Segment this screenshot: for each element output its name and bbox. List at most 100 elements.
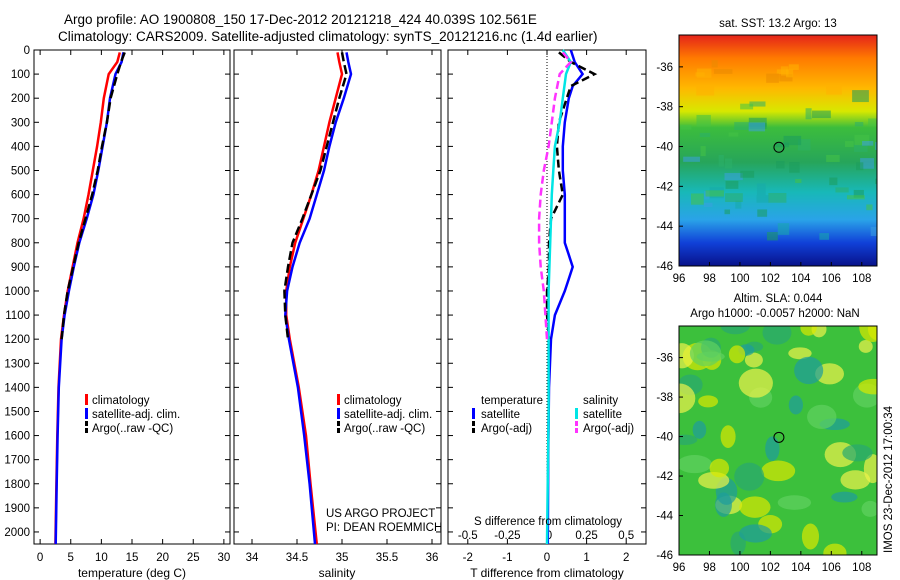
sst-pixel (756, 183, 766, 196)
x-tick-label: 34 (246, 552, 259, 564)
sst-pixel (854, 134, 870, 146)
sla-eddy (777, 495, 812, 510)
legend-swatch-satellite (337, 408, 340, 419)
salinity-profiles (283, 52, 353, 545)
legend-swatch-climatology (85, 394, 88, 405)
sla-eddy (679, 343, 694, 369)
sla-eddy (807, 404, 837, 429)
y-tick-label: 1300 (4, 358, 30, 370)
legend-swatch-argo-2 (337, 428, 340, 433)
map-x-tick-label: 104 (791, 562, 811, 574)
sst-map-title: sat. SST: 13.2 Argo: 13 (719, 18, 837, 30)
x-tick-label: -1 (502, 552, 512, 564)
sla-eddy (738, 368, 773, 398)
salinity-x-label: salinity (319, 566, 356, 580)
x-tick-label: 10 (95, 552, 108, 564)
legend-label-satellite: satellite-adj. clim. (92, 409, 180, 421)
x-tick-label: 0 (37, 552, 43, 564)
sst-pixel (740, 170, 755, 178)
sla-map: Altim. SLA: 0.044 Argo h1000: -0.0057 h2… (656, 293, 878, 574)
sst-pixel (854, 144, 868, 152)
y-tick-label: 700 (11, 214, 30, 226)
sla-eddy (696, 351, 725, 362)
temperature-legend: climatology satellite-adj. clim. Argo(..… (85, 394, 180, 435)
sla-eddy (679, 434, 698, 445)
map-x-tick-label: 100 (730, 562, 749, 574)
sst-pixel (748, 122, 766, 132)
y-tick-label: 1700 (4, 455, 30, 467)
x-tick-label: -2 (463, 552, 473, 564)
y-tick-label: 500 (11, 165, 30, 177)
sla-eddy (728, 345, 746, 364)
y-tick-label: 1500 (4, 406, 30, 418)
sst-pixel (846, 195, 865, 200)
top-x-tick-label: -0.5 (458, 530, 478, 542)
y-tick-label: 1200 (4, 334, 30, 346)
sla-eddy (859, 326, 877, 342)
sla-eddy (831, 491, 858, 503)
s-difference-label: S difference from climatology (474, 516, 622, 528)
sla-eddy (709, 458, 730, 478)
legend-group-salinity: salinity (583, 395, 618, 407)
legend-swatch-argo-1 (85, 421, 88, 426)
sst-map-axes: 96 98 100 102 104 106 108 -36 -38 -40 -42 -44 -46 (656, 62, 871, 285)
legend-group-temperature: temperature (481, 395, 543, 407)
map-y-tick-label: -36 (656, 353, 673, 365)
sst-pixel (725, 193, 743, 202)
sst-pixel (856, 162, 864, 171)
sst-pixel (788, 64, 799, 71)
legend-label-climatology: climatology (92, 395, 150, 407)
y-tick-label: 0 (24, 45, 30, 57)
sst-pixel (875, 178, 877, 184)
difference-depth-ticks (448, 49, 646, 533)
sst-pixel (735, 200, 742, 209)
sst-pixel (795, 178, 802, 183)
temperature-x-label: temperature (deg C) (78, 566, 186, 580)
sst-pixel (768, 192, 787, 203)
sst-pixel (699, 132, 711, 138)
series-line-temperature-satellite (546, 49, 585, 545)
sla-argo-location-marker (773, 431, 785, 443)
sst-pixel (696, 85, 715, 96)
map-x-tick-label: 108 (852, 273, 871, 285)
sst-pixel (734, 122, 750, 131)
sst-pixel (868, 118, 877, 126)
sla-texture (679, 326, 877, 555)
temperature-profiles (54, 51, 126, 545)
map-y-tick-label: -36 (656, 62, 673, 74)
sla-eddy (761, 460, 796, 482)
sst-pixel (700, 146, 706, 157)
sla-eddy (679, 383, 696, 414)
sst-pixel (780, 66, 789, 76)
sst-pixel (776, 160, 785, 169)
sst-pixel (725, 158, 733, 169)
salinity-depth-ticks (234, 49, 441, 533)
series-line-salinity-argo (537, 51, 573, 340)
x-tick-label: 20 (156, 552, 169, 564)
sst-pixel (740, 103, 754, 110)
sst-pixel (835, 187, 849, 193)
y-tick-label: 200 (11, 93, 30, 105)
map-x-tick-label: 102 (761, 273, 780, 285)
sst-pixel (724, 209, 731, 215)
sla-eddy (744, 352, 763, 368)
legend-label-satellite: satellite-adj. clim. (344, 409, 432, 421)
sla-eddy (840, 470, 871, 490)
sst-pixel (819, 233, 830, 240)
sla-eddy (861, 500, 877, 517)
sst-texture (680, 60, 877, 241)
map-y-tick-label: -38 (656, 102, 673, 114)
map-y-tick-label: -40 (656, 142, 673, 154)
sst-pixel (718, 154, 724, 167)
series-line-salinity-satellite (545, 49, 573, 545)
map-y-tick-label: -42 (656, 181, 673, 193)
sst-pixel (785, 69, 794, 78)
y-tick-label: 1000 (4, 286, 30, 298)
x-tick-label: 35 (336, 552, 349, 564)
x-tick-label: 5 (68, 552, 74, 564)
pi-label: PI: DEAN ROEMMICH (326, 522, 442, 534)
map-y-tick-label: -44 (656, 221, 673, 233)
legend-label-t-satellite: satellite (481, 409, 520, 421)
sst-pixel (757, 209, 768, 217)
